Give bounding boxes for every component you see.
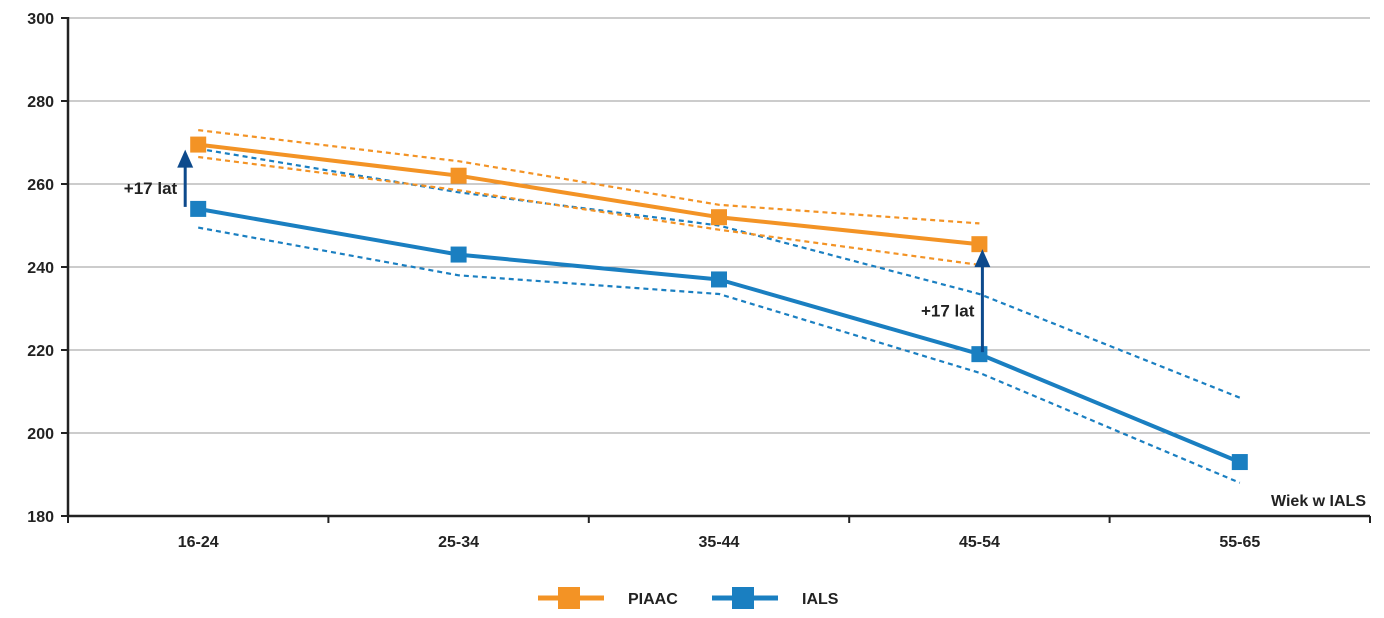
ials-ci-upper [198,147,1241,399]
x-tick-label-25-34: 25-34 [438,534,479,551]
ials-line [197,206,1241,464]
annotations: +17 lat +17 lat [124,149,991,353]
annotation-label-0: +17 lat [124,179,178,198]
y-tick-label: 300 [27,11,54,28]
annotation-arrow-head-0 [177,149,194,168]
piaac-ci-lower [198,155,980,266]
piaac-point-25-34 [450,167,467,184]
piaac-point-45-54 [971,236,988,253]
piaac-point-16-24 [190,136,207,153]
y-tick-label: 220 [27,343,54,360]
legend-marker-piaac [558,587,580,609]
x-tick-label-45-54: 45-54 [959,534,1000,551]
axes: 180 200 220 240 260 280 300 16-24 25-34 35-44 45-5… [27,11,1371,551]
y-tick-label: 260 [27,177,54,194]
piaac-point-35-44 [711,209,727,226]
x-tick-label-16-24: 16-24 [178,534,219,551]
series-markers [190,136,1248,471]
piaac-ci-upper [198,129,980,225]
ials-point-16-24 [190,200,207,217]
gridlines [68,17,1370,434]
y-tick-label: 240 [27,260,54,277]
ials-point-25-34 [450,246,467,263]
y-tick-label: 200 [27,426,54,443]
annotation-arrow-head-1 [974,249,991,268]
ials-point-35-44 [711,271,727,288]
legend-marker-ials [732,587,754,609]
x-tick-label-55-65: 55-65 [1219,534,1260,551]
x-annotation-label: Wiek w IALS [1271,493,1366,510]
ials-ci-lower [198,226,1241,484]
legend-label-piaac: PIAAC [628,591,678,608]
ials-point-45-54 [971,346,988,363]
y-tick-label: 180 [27,509,54,526]
legend: PIAAC IALS [538,587,839,609]
ials-point-55-65 [1231,454,1248,471]
legend-label-ials: IALS [802,591,839,608]
x-tick-label-35-44: 35-44 [699,534,740,551]
y-tick-label: 280 [27,94,54,111]
confidence-intervals [198,129,1241,484]
annotation-label-1: +17 lat [921,302,975,321]
series-lines [197,142,1241,464]
piaac-line [197,142,980,247]
